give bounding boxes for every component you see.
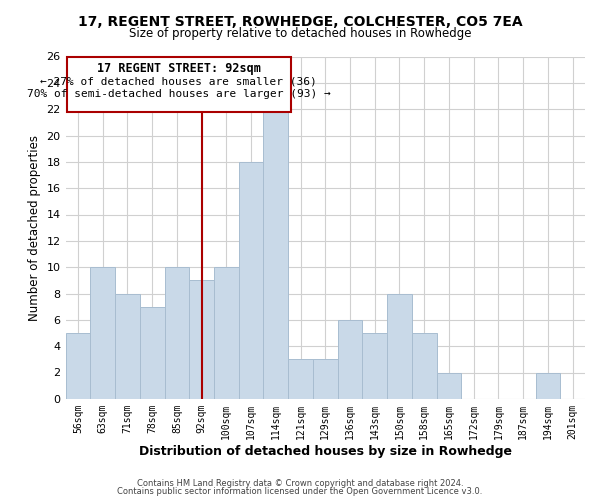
Text: Contains public sector information licensed under the Open Government Licence v3: Contains public sector information licen… (118, 487, 482, 496)
Bar (362, 333, 387, 399)
Bar (239, 162, 263, 399)
Bar (214, 267, 239, 399)
Bar (65, 333, 91, 399)
Text: Contains HM Land Registry data © Crown copyright and database right 2024.: Contains HM Land Registry data © Crown c… (137, 478, 463, 488)
Bar (387, 294, 412, 399)
Bar (412, 333, 437, 399)
Bar (288, 360, 313, 399)
Bar (189, 280, 214, 399)
Bar (536, 372, 560, 399)
Bar (91, 267, 115, 399)
Bar (313, 360, 338, 399)
Bar (115, 294, 140, 399)
Bar (164, 267, 189, 399)
Y-axis label: Number of detached properties: Number of detached properties (28, 134, 41, 320)
Bar (338, 320, 362, 399)
Bar (263, 96, 288, 399)
Bar (437, 372, 461, 399)
Text: 70% of semi-detached houses are larger (93) →: 70% of semi-detached houses are larger (… (27, 90, 331, 100)
FancyBboxPatch shape (67, 56, 290, 112)
Text: Size of property relative to detached houses in Rowhedge: Size of property relative to detached ho… (129, 28, 471, 40)
Text: 17 REGENT STREET: 92sqm: 17 REGENT STREET: 92sqm (97, 62, 260, 76)
Bar (140, 306, 164, 399)
Text: ← 27% of detached houses are smaller (36): ← 27% of detached houses are smaller (36… (40, 76, 317, 86)
X-axis label: Distribution of detached houses by size in Rowhedge: Distribution of detached houses by size … (139, 444, 512, 458)
Text: 17, REGENT STREET, ROWHEDGE, COLCHESTER, CO5 7EA: 17, REGENT STREET, ROWHEDGE, COLCHESTER,… (77, 15, 523, 29)
